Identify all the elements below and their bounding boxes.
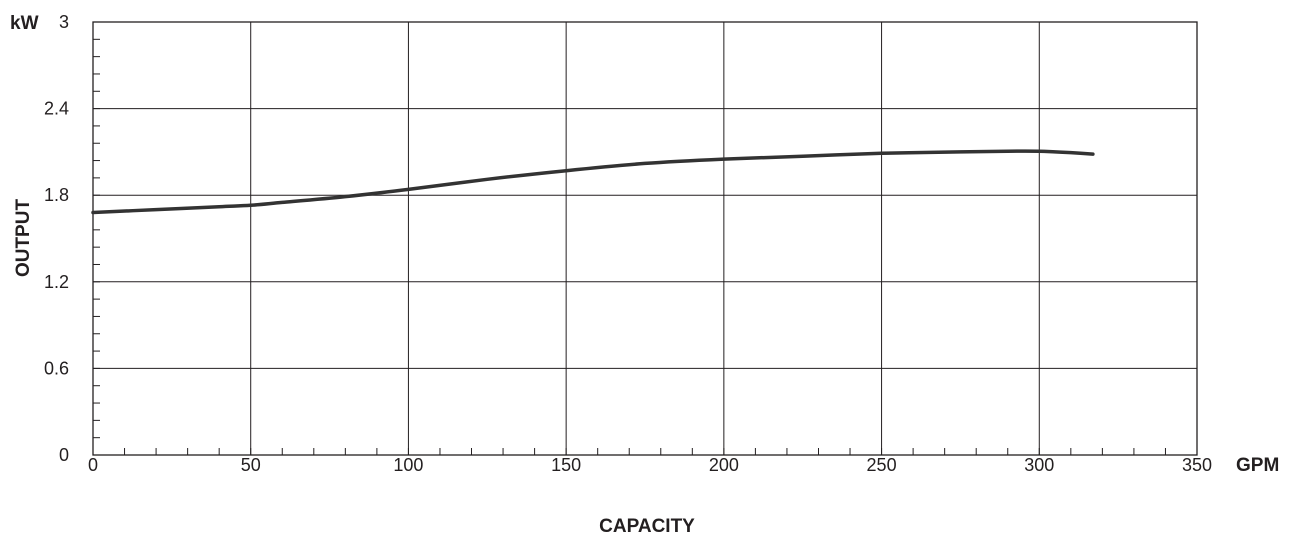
x-tick-label: 200 <box>709 455 739 475</box>
x-tick-label: 150 <box>551 455 581 475</box>
grid <box>93 22 1197 455</box>
x-tick-label: 250 <box>867 455 897 475</box>
minor-ticks <box>93 38 1166 455</box>
series-layer <box>91 149 1095 215</box>
x-unit-label: GPM <box>1236 455 1279 476</box>
plot-frame <box>92 21 1198 456</box>
x-tick-label: 100 <box>393 455 423 475</box>
y-axis-title: OUTPUT <box>13 199 34 278</box>
x-tick-label: 50 <box>241 455 261 475</box>
x-tick-labels: 0 50 100 150 200 250 300 350 <box>88 455 1212 475</box>
y-tick-label: 2.4 <box>44 99 69 119</box>
y-tick-label: 0.6 <box>44 358 69 378</box>
y-tick-labels: 0 0.6 1.2 1.8 2.4 3 <box>44 12 69 465</box>
output-curve <box>91 149 1095 215</box>
y-tick-label: 3 <box>59 12 69 32</box>
x-tick-label: 0 <box>88 455 98 475</box>
x-axis-title: CAPACITY <box>599 516 695 537</box>
x-tick-label: 350 <box>1182 455 1212 475</box>
x-tick-label: 300 <box>1024 455 1054 475</box>
y-tick-label: 0 <box>59 445 69 465</box>
y-tick-label: 1.8 <box>44 185 69 205</box>
y-unit-label: kW <box>10 13 39 34</box>
y-tick-label: 1.2 <box>44 272 69 292</box>
